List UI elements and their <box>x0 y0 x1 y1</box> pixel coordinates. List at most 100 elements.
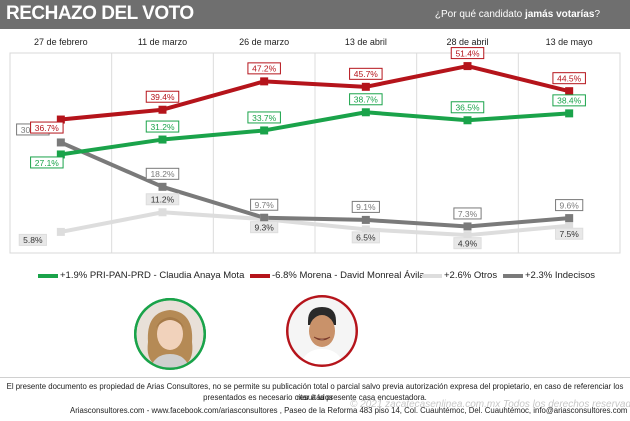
data-label: 44.5% <box>557 73 582 83</box>
data-label: 36.5% <box>455 103 480 113</box>
footer-divider <box>0 377 630 378</box>
data-point <box>463 222 472 231</box>
footer-contact: Ariasconsultores.com - www.facebook.com/… <box>70 406 628 415</box>
data-point <box>260 213 269 222</box>
header-question: ¿Por qué candidato jamás votarías? <box>435 9 600 20</box>
data-label-box <box>351 231 380 244</box>
question-bold: jamás votarías <box>524 9 595 20</box>
series-line-0 <box>58 110 572 157</box>
legend-label-morena: -6.8% Morena - David Monreal Ávila <box>272 270 425 281</box>
data-point <box>260 77 269 86</box>
data-label-box <box>247 62 281 75</box>
data-label-box <box>552 72 586 85</box>
line-chart: 27 de febrero 11 de marzo 26 de marzo 13 de… <box>9 37 621 254</box>
data-label: 27.1% <box>35 158 60 168</box>
data-point <box>565 109 574 118</box>
data-label-box <box>18 233 47 246</box>
data-point <box>158 182 167 191</box>
series-line-1 <box>58 64 572 122</box>
data-label: 45.7% <box>354 69 379 79</box>
candidate-portrait-right <box>286 295 358 367</box>
data-point <box>361 108 370 117</box>
data-label-box <box>145 193 180 206</box>
x-tick-label: 13 de abril <box>345 37 387 47</box>
x-tick-label: 26 de marzo <box>239 37 289 47</box>
data-point <box>260 126 269 135</box>
data-label-box <box>351 200 380 213</box>
data-label-box <box>453 207 482 220</box>
data-label: 38.4% <box>557 96 582 106</box>
data-point <box>56 227 65 236</box>
chart-legend: +1.9% PRI-PAN-PRD - Claudia Anaya Mota -… <box>0 266 630 286</box>
data-label: 9.3% <box>254 222 274 232</box>
data-label: 18.2% <box>150 169 175 179</box>
legend-item-morena: -6.8% Morena - David Monreal Ávila <box>250 270 425 281</box>
x-tick-label: 28 de abril <box>446 37 488 47</box>
data-label: 4.9% <box>458 238 478 248</box>
data-label: 9.6% <box>559 200 579 210</box>
data-label-box <box>552 94 586 107</box>
candidate-portrait-left <box>134 298 206 370</box>
data-point <box>463 116 472 125</box>
series-line-3 <box>58 140 572 229</box>
data-label-box <box>349 93 383 106</box>
data-label-box <box>30 121 64 134</box>
data-label: 9.1% <box>356 202 376 212</box>
data-label: 6.5% <box>356 233 376 243</box>
data-label-box <box>250 221 279 234</box>
page-title: RECHAZO DEL VOTO <box>6 3 194 24</box>
data-point <box>565 221 574 230</box>
x-tick-label: 27 de febrero <box>34 37 88 47</box>
data-point <box>361 215 370 224</box>
data-label-box <box>250 198 279 211</box>
x-tick-label: 11 de marzo <box>138 37 187 47</box>
footer-disclaimer-1: El presente documento es propiedad de Ar… <box>6 382 624 402</box>
data-label-box <box>555 227 584 240</box>
legend-swatch-green <box>38 273 58 278</box>
data-label: 7.3% <box>458 209 478 219</box>
data-label-box <box>145 90 180 103</box>
data-point <box>158 105 167 114</box>
candidate-photo-right <box>286 295 358 367</box>
data-label: 47.2% <box>252 64 277 74</box>
header-bar: RECHAZO DEL VOTO ¿Por qué candidato jamá… <box>0 0 630 29</box>
data-label-box <box>450 47 485 60</box>
data-label: 31.2% <box>150 122 175 132</box>
data-point <box>361 82 370 91</box>
data-label-box <box>247 111 281 124</box>
data-point <box>463 231 472 240</box>
data-label-box <box>30 156 64 169</box>
data-label-box <box>450 101 485 114</box>
data-point <box>158 135 167 144</box>
data-point <box>56 138 65 147</box>
legend-swatch-red <box>250 273 270 278</box>
data-label: 39.4% <box>150 92 175 102</box>
data-label-box <box>145 167 180 180</box>
data-label-box <box>453 237 482 250</box>
data-point <box>56 115 65 124</box>
data-label-box <box>145 120 180 133</box>
data-point <box>565 214 574 223</box>
series-line-2 <box>58 210 572 238</box>
data-label: 5.8% <box>23 235 43 245</box>
data-label: 36.7% <box>35 123 60 133</box>
data-label: 51.4% <box>455 48 480 58</box>
question-suffix: ? <box>594 9 600 20</box>
legend-item-otros: +2.6% Otros <box>422 270 497 281</box>
data-label: 9.7% <box>254 200 274 210</box>
legend-item-indecisos: +2.3% Indecisos <box>503 270 595 281</box>
legend-label-otros: +2.6% Otros <box>444 270 498 281</box>
legend-item-pri: +1.9% PRI-PAN-PRD - Claudia Anaya Mota <box>38 270 244 281</box>
legend-label-pri: +1.9% PRI-PAN-PRD - Claudia Anaya Mota <box>60 270 245 281</box>
legend-label-indecisos: +2.3% Indecisos <box>525 270 595 281</box>
data-point <box>463 62 472 71</box>
data-point <box>158 208 167 217</box>
question-prefix: ¿Por qué candidato <box>434 9 525 20</box>
x-tick-label: 13 de mayo <box>546 37 593 47</box>
candidate-photo-left <box>134 298 206 370</box>
legend-swatch-dark <box>503 273 523 278</box>
data-label-box <box>349 67 383 80</box>
data-label: 7.5% <box>559 229 579 239</box>
legend-swatch-light <box>422 273 442 278</box>
data-label: 33.7% <box>252 113 277 123</box>
